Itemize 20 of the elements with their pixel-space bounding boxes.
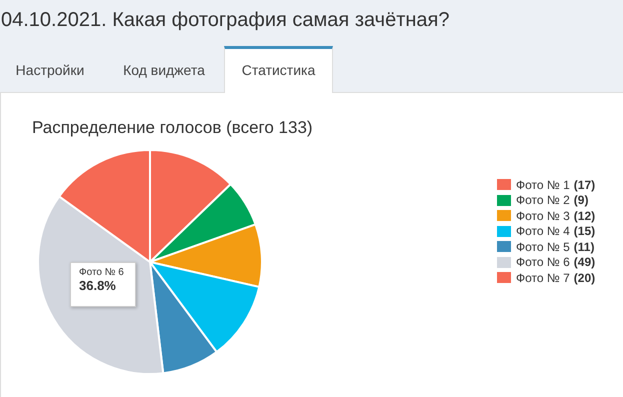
- text: Код виджета: [122, 61, 206, 80]
- data-label: (49): [574, 255, 596, 270]
- data-label: (17): [574, 178, 596, 192]
- text: Фото № 6: [79, 267, 125, 278]
- legend-label: Фото № 3: [516, 208, 570, 223]
- legend-label: Фото № 2: [516, 193, 570, 208]
- data-label: (11): [574, 240, 594, 254]
- legend-label: Фото № 1: [516, 178, 570, 192]
- text: 36.8%: [79, 278, 117, 293]
- data-label: (9): [574, 193, 588, 208]
- legend-label: Фото № 6: [516, 255, 570, 270]
- data-label: (20): [574, 270, 596, 285]
- legend-label: Фото № 5: [516, 240, 570, 254]
- text: Настройки: [14, 61, 86, 80]
- legend-label: Фото № 7: [516, 270, 570, 285]
- chart-title: 04.10.2021. Какая фотография самая зачётная?: [0, 0, 623, 46]
- legend-label: Фото № 4: [516, 224, 570, 238]
- chart-subtitle: Распределение голосов (всего 133): [32, 118, 313, 138]
- data-label: (12): [574, 208, 596, 223]
- data-label: (15): [574, 224, 596, 238]
